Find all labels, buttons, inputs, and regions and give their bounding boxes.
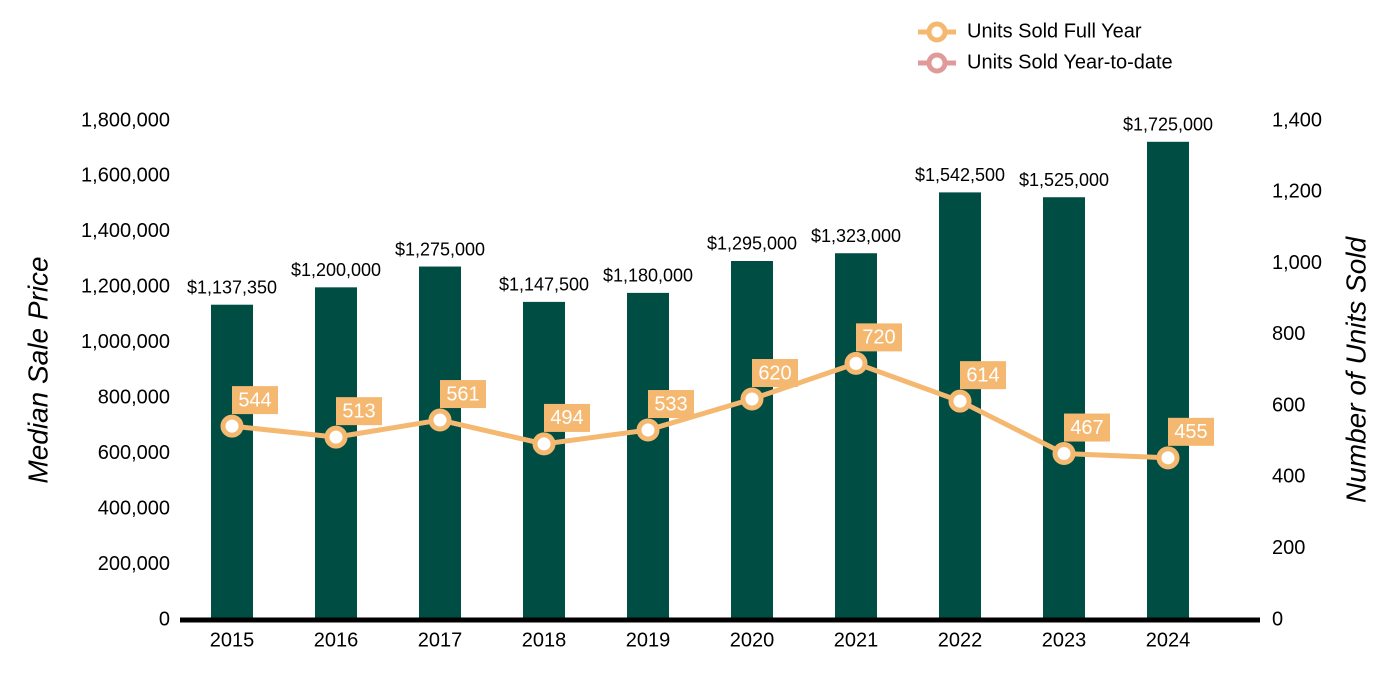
- bar-value-label: $1,542,500: [915, 165, 1005, 185]
- y-tick-label: 400,000: [98, 497, 170, 519]
- line-label-box: [960, 361, 1006, 390]
- x-tick-label: 2018: [522, 629, 567, 651]
- y-tick-label: 1,000,000: [81, 331, 170, 353]
- bar-value-label: $1,275,000: [395, 239, 485, 259]
- bar: [1043, 197, 1085, 620]
- bar: [627, 292, 669, 620]
- y2-tick-label: 1,000: [1272, 252, 1322, 274]
- line-value-label: 455: [1174, 421, 1207, 443]
- y2-tick-label: 800: [1272, 323, 1305, 345]
- bar: [523, 301, 565, 620]
- line-point: [1156, 446, 1180, 470]
- line: [231, 360, 1169, 461]
- bar-value-label: $1,323,000: [811, 226, 901, 246]
- legend-swatch-marker: [926, 21, 948, 43]
- bar-value-label: $1,180,000: [603, 266, 693, 286]
- y-tick-label: 1,200,000: [81, 276, 170, 298]
- line-label-box: [648, 390, 694, 419]
- y-tick-label: 800,000: [98, 387, 170, 409]
- line-point: [428, 408, 452, 432]
- bar: [315, 287, 357, 620]
- legend-label: Units Sold Full Year: [967, 20, 1142, 42]
- line-point: [532, 432, 556, 456]
- line-value-label: 513: [342, 400, 375, 422]
- y-tick-label: 1,600,000: [81, 165, 170, 187]
- line-label-box: [544, 403, 590, 432]
- bar: [731, 260, 773, 620]
- legend-label: Units Sold Year-to-date: [967, 51, 1173, 73]
- bar: [1147, 141, 1189, 620]
- x-tick-label: 2020: [730, 629, 775, 651]
- x-tick-label: 2021: [834, 629, 879, 651]
- y-tick-label: 200,000: [98, 553, 170, 575]
- line-point: [636, 418, 660, 442]
- bar-value-label: $1,725,000: [1123, 115, 1213, 135]
- x-tick-label: 2015: [210, 629, 255, 651]
- line-value-label: 720: [862, 327, 895, 349]
- y-axis-title: Median Sale Price: [22, 256, 53, 483]
- y-tick-label: 600,000: [98, 442, 170, 464]
- y2-tick-label: 1,200: [1272, 181, 1322, 203]
- x-tick-label: 2023: [1042, 629, 1087, 651]
- line-point: [1052, 442, 1076, 466]
- line-label-box: [232, 386, 278, 415]
- line-label-box: [1168, 417, 1214, 446]
- y-tick-label: 1,400,000: [81, 220, 170, 242]
- bar-value-label: $1,295,000: [707, 234, 797, 254]
- line-label-box: [440, 380, 486, 409]
- line-point: [324, 425, 348, 449]
- y2-tick-label: 600: [1272, 394, 1305, 416]
- y2-tick-label: 1,400: [1272, 109, 1322, 131]
- legend-swatch-marker: [926, 52, 948, 74]
- line-value-label: 614: [966, 364, 999, 386]
- line-value-label: 467: [1070, 417, 1103, 439]
- y2-axis-title: Number of Units Sold: [1340, 236, 1371, 504]
- line-label-box: [856, 323, 902, 352]
- x-tick-label: 2019: [626, 629, 671, 651]
- y2-tick-label: 200: [1272, 537, 1305, 559]
- bar-value-label: $1,200,000: [291, 260, 381, 280]
- line-label-box: [752, 359, 798, 388]
- line-value-label: 533: [654, 393, 687, 415]
- line-value-label: 561: [446, 383, 479, 405]
- bar: [835, 253, 877, 621]
- line-value-label: 544: [238, 389, 271, 411]
- line-point: [740, 387, 764, 411]
- line-label-box: [336, 397, 382, 426]
- line-label-box: [1064, 413, 1110, 442]
- line-point: [220, 414, 244, 438]
- line-point: [844, 351, 868, 375]
- bar: [419, 266, 461, 620]
- bar: [211, 304, 253, 620]
- y-tick-label: 0: [159, 608, 170, 630]
- y2-tick-label: 0: [1272, 608, 1283, 630]
- line-point: [948, 389, 972, 413]
- x-tick-label: 2024: [1146, 629, 1191, 651]
- y-tick-label: 1,800,000: [81, 109, 170, 131]
- y2-tick-label: 400: [1272, 466, 1305, 488]
- bar-value-label: $1,147,500: [499, 275, 589, 295]
- x-tick-label: 2022: [938, 629, 983, 651]
- line-value-label: 620: [758, 362, 791, 384]
- bar-value-label: $1,525,000: [1019, 170, 1109, 190]
- x-tick-label: 2016: [314, 629, 359, 651]
- x-tick-label: 2017: [418, 629, 463, 651]
- bar-value-label: $1,137,350: [187, 277, 277, 297]
- line-value-label: 494: [550, 407, 583, 429]
